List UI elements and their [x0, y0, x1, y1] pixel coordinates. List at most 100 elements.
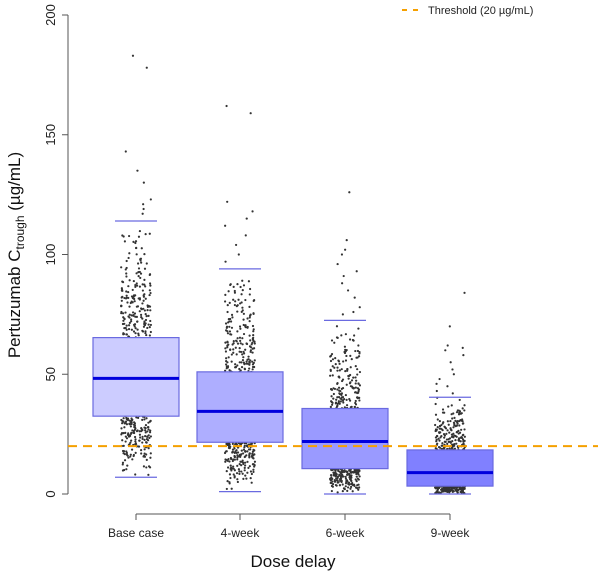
data-point — [336, 396, 339, 399]
data-point — [248, 452, 251, 455]
data-point — [125, 275, 128, 278]
data-point — [229, 348, 232, 351]
outlier-point — [446, 385, 449, 388]
data-point — [228, 325, 231, 328]
data-point — [132, 330, 136, 333]
data-point — [331, 403, 334, 406]
data-point — [128, 279, 131, 282]
data-point — [349, 381, 352, 384]
data-point — [230, 487, 233, 490]
data-point — [121, 469, 125, 472]
data-point — [127, 327, 131, 331]
data-point — [446, 487, 449, 490]
data-point — [463, 435, 466, 438]
outlier-point — [438, 377, 441, 381]
data-point — [143, 267, 147, 270]
data-point — [128, 443, 131, 446]
data-point — [329, 405, 332, 408]
data-point — [232, 340, 235, 343]
data-point — [240, 449, 243, 452]
outlier-point — [358, 306, 361, 309]
data-point — [244, 461, 247, 464]
outlier-point — [237, 253, 240, 256]
data-point — [440, 435, 443, 438]
data-point — [145, 458, 148, 461]
data-point — [141, 283, 144, 286]
data-point — [251, 324, 255, 328]
data-point — [355, 475, 358, 478]
data-point — [121, 461, 125, 464]
data-point — [336, 477, 339, 480]
data-point — [442, 433, 446, 436]
data-point — [143, 320, 146, 323]
data-point — [148, 232, 151, 235]
data-point — [354, 403, 358, 406]
data-point — [231, 442, 234, 446]
data-point — [252, 457, 255, 460]
data-point — [441, 411, 445, 414]
data-point — [226, 361, 229, 364]
data-point — [125, 450, 128, 453]
data-point — [238, 336, 242, 339]
legend: Threshold (20 µg/mL) — [402, 5, 533, 17]
data-point — [457, 413, 461, 416]
data-point — [125, 437, 129, 440]
data-point — [342, 398, 346, 401]
data-point — [447, 423, 450, 426]
data-point — [246, 317, 249, 320]
data-point — [342, 475, 345, 478]
outlier-point — [355, 270, 358, 273]
data-point — [341, 386, 345, 390]
data-point — [252, 312, 255, 315]
data-point — [346, 369, 349, 372]
data-point — [130, 328, 133, 331]
data-point — [241, 353, 244, 356]
data-point — [236, 454, 239, 457]
data-point — [457, 446, 460, 449]
data-point — [251, 338, 255, 341]
data-point — [239, 285, 242, 289]
data-point — [356, 391, 359, 395]
data-point — [143, 283, 146, 286]
data-point — [121, 295, 124, 298]
data-point — [248, 345, 252, 348]
data-point — [463, 409, 466, 412]
data-point — [358, 370, 362, 374]
data-point — [332, 392, 335, 396]
data-point — [345, 398, 348, 401]
data-point — [334, 474, 337, 478]
data-point — [231, 448, 235, 451]
data-point — [229, 464, 232, 467]
data-point — [245, 360, 248, 363]
data-point — [345, 404, 349, 407]
data-point — [231, 450, 234, 453]
data-point — [124, 326, 127, 330]
data-point — [145, 314, 148, 318]
data-point — [133, 422, 137, 425]
data-point — [144, 426, 147, 430]
data-point — [120, 312, 123, 315]
data-point — [142, 455, 145, 458]
data-point — [251, 452, 254, 455]
outlier-point — [251, 210, 254, 213]
box — [406, 449, 494, 487]
data-point — [127, 315, 130, 318]
data-point — [458, 419, 461, 423]
data-point — [252, 361, 255, 365]
data-point — [235, 304, 238, 308]
outlier-point — [341, 313, 344, 316]
data-point — [454, 486, 458, 489]
data-point — [434, 487, 437, 490]
outlier-point — [463, 291, 466, 294]
data-point — [437, 437, 440, 440]
boxes — [92, 220, 494, 495]
data-point — [358, 399, 361, 402]
data-point — [144, 423, 148, 427]
y-axis-title-main: Pertuzumab C — [5, 250, 24, 359]
data-point — [232, 465, 235, 468]
data-point — [125, 328, 128, 331]
data-point — [130, 439, 133, 442]
data-point — [140, 247, 143, 250]
data-point — [236, 330, 239, 333]
data-point — [344, 485, 347, 488]
